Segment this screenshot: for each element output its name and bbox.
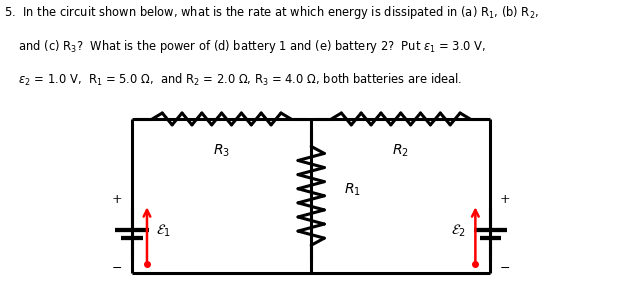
Text: and (c) R$_3$?  What is the power of (d) battery 1 and (e) battery 2?  Put $\var: and (c) R$_3$? What is the power of (d) … (4, 38, 486, 55)
Text: −: − (112, 262, 122, 275)
Text: −: − (500, 262, 511, 275)
Text: +: + (112, 193, 122, 206)
Text: $\mathcal{E}_2$: $\mathcal{E}_2$ (451, 223, 467, 239)
Text: $R_3$: $R_3$ (213, 143, 230, 159)
Text: $R_1$: $R_1$ (344, 182, 361, 198)
Text: $\mathcal{E}_1$: $\mathcal{E}_1$ (156, 223, 171, 239)
Text: $R_2$: $R_2$ (392, 143, 409, 159)
Text: $\varepsilon_2$ = 1.0 V,  R$_1$ = 5.0 $\Omega$,  and R$_2$ = 2.0 $\Omega$, R$_3$: $\varepsilon_2$ = 1.0 V, R$_1$ = 5.0 $\O… (4, 72, 462, 88)
Text: +: + (500, 193, 511, 206)
Text: 5.  In the circuit shown below, what is the rate at which energy is dissipated i: 5. In the circuit shown below, what is t… (4, 4, 539, 21)
